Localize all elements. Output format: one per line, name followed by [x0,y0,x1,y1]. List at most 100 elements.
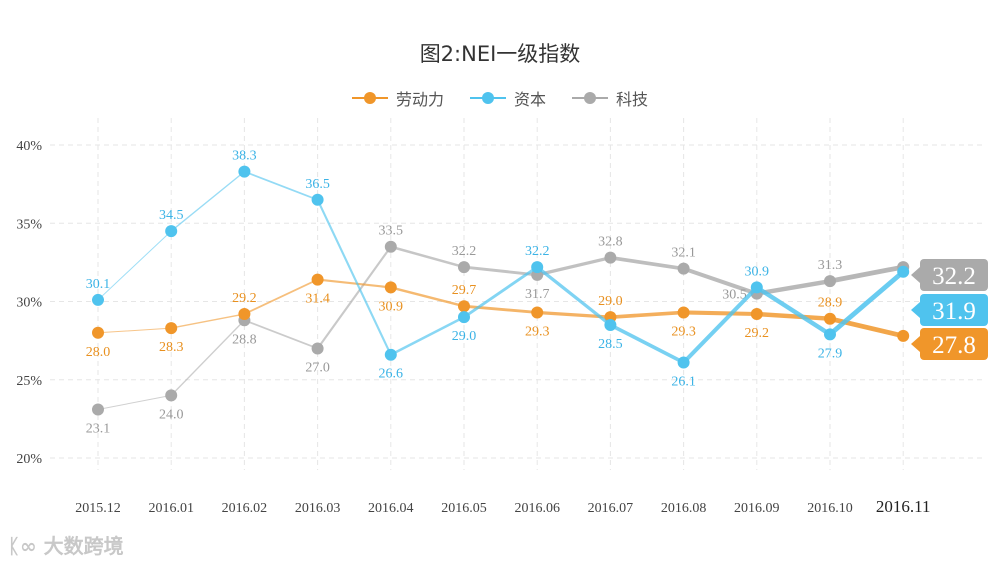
data-label: 32.2 [452,244,477,259]
watermark-icon: ᛕ∞ [8,534,37,558]
data-label: 32.8 [598,235,623,250]
data-label: 29.3 [525,324,550,339]
series-line-segment [97,230,172,301]
series-line-segment [681,285,759,365]
data-label: 30.9 [745,264,770,279]
data-label: 34.5 [159,208,184,223]
series-line-segment [754,278,833,296]
y-tick-label: 40% [16,139,42,154]
series-line-segment [316,198,392,356]
data-label: 31.4 [305,292,330,307]
data-label: 27.0 [305,360,330,375]
data-point [165,322,178,335]
end-label-pointer [911,336,920,352]
end-label: 32.2 [932,263,976,290]
data-point [824,275,836,288]
data-point [677,306,690,319]
x-tick-label: 2016.02 [222,501,268,516]
legend-marker-icon [469,92,506,104]
series-line-segment [170,319,246,397]
data-label: 27.9 [818,346,843,361]
data-label: 32.1 [671,246,696,261]
series-line-segment [754,311,833,321]
series-line-segment [827,269,906,337]
data-label: 33.5 [379,224,404,239]
watermark-text: 大数跨境 [43,534,124,558]
data-label: 30.1 [86,277,111,292]
series-1: 30.1 34.5 38.3 36.5 26.6 29.0 32.2 28.5 26.1 30.9… [86,149,988,390]
data-point [824,312,836,325]
data-point [677,262,690,275]
data-label: 29.0 [598,294,623,309]
data-label: 26.6 [379,367,404,382]
legend: 劳动力 资本 科技 [0,86,1000,110]
x-tick-label: 2016.04 [368,501,414,516]
series-line-segment [608,323,686,365]
legend-item[interactable]: 科技 [572,86,648,110]
data-point [750,281,763,294]
chart-title: 图2:NEI一级指数 [419,42,581,66]
data-label: 30.5 [722,288,747,303]
series-line-segment [170,313,246,329]
x-tick-label: 2016.06 [514,501,560,516]
data-point [311,193,324,206]
data-label: 29.7 [452,283,477,298]
end-label-box [920,259,988,291]
data-label: 28.9 [818,296,843,311]
y-tick-label: 30% [16,296,42,311]
data-label: 29.2 [232,291,257,306]
data-point [311,342,324,355]
legend-item[interactable]: 资本 [469,86,546,110]
series-line-segment [170,170,246,232]
series-line-segment [535,256,613,277]
data-point [311,273,324,286]
data-point [165,389,178,402]
series-line-segment [827,264,906,284]
data-point [384,240,397,253]
series-line-segment [316,245,392,350]
series-line-segment [681,266,759,296]
end-label-pointer [911,267,920,283]
data-label: 31.7 [525,287,550,302]
data-label: 29.0 [452,329,477,344]
data-point [458,311,470,324]
legend-marker-icon [351,92,388,104]
series-line-segment [535,265,613,327]
series-line-segment [462,265,539,319]
data-point [92,293,104,306]
x-tick-label: 2016.11 [876,497,931,516]
data-point [604,251,617,264]
x-tick-label: 2016.07 [588,501,634,516]
end-label-pointer [911,302,920,318]
series-line-segment [243,170,319,201]
data-label: 28.8 [232,332,257,347]
watermark-logo: ᛕ∞ 大数跨境 [8,530,124,559]
data-label: 29.3 [671,324,696,339]
legend-item[interactable]: 劳动力 [351,86,444,110]
data-label: 38.3 [232,149,257,164]
end-label: 27.8 [932,332,976,359]
data-point [604,318,617,331]
series-line-segment [316,278,392,289]
end-label-box [920,328,988,360]
end-label: 31.9 [932,298,976,325]
x-tick-label: 2016.10 [807,501,853,516]
x-tick-label: 2016.05 [441,501,487,516]
data-point [531,261,544,274]
data-point [458,300,470,313]
x-tick-label: 2016.03 [295,501,341,516]
legend-marker-icon [572,92,608,104]
legend-label: 资本 [513,90,546,109]
data-label: 24.0 [159,407,184,422]
series-line-segment [97,327,172,334]
data-point [750,308,763,321]
data-label: 31.3 [818,258,843,273]
data-point [238,165,251,178]
legend-label: 劳动力 [395,90,444,109]
data-label: 36.5 [305,177,330,192]
data-label: 26.1 [671,375,696,390]
x-tick-label: 2016.08 [661,501,707,516]
data-label: 23.1 [86,421,111,436]
x-tick-label: 2016.01 [148,501,194,516]
y-tick-label: 20% [16,452,42,467]
